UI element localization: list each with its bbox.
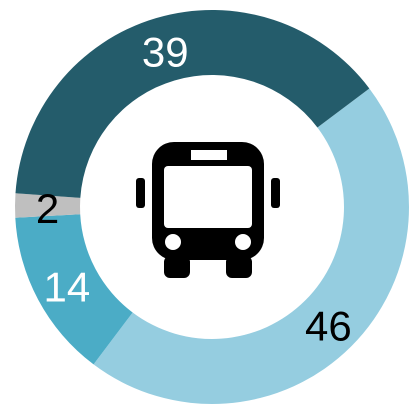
bus-light	[165, 234, 181, 250]
bus-light	[235, 234, 251, 250]
slice	[15, 193, 81, 218]
slice	[15, 10, 370, 198]
bus-mirror	[136, 178, 145, 208]
bus-sign	[191, 150, 227, 160]
value-label: 14	[44, 264, 91, 311]
slices	[15, 10, 410, 405]
value-label: 46	[305, 302, 352, 349]
bus-wheel	[226, 256, 252, 278]
value-label: 39	[142, 28, 189, 75]
bus-window	[164, 166, 252, 228]
slice	[15, 214, 133, 365]
slice	[93, 88, 410, 405]
bus-wheel	[164, 256, 190, 278]
bus-icon	[136, 142, 280, 278]
bus-mirror	[271, 178, 280, 208]
value-label: 2	[36, 185, 59, 232]
